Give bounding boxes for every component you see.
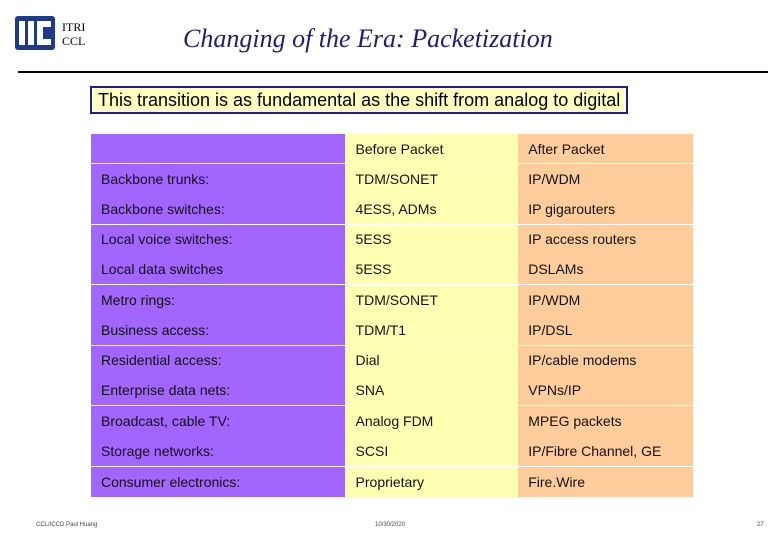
row-before: TDM/SONET: [344, 163, 519, 194]
row-label: Broadcast, cable TV:: [90, 405, 346, 436]
row-after: IP/cable modems: [517, 345, 694, 376]
row-before: 5ESS: [344, 224, 519, 255]
header-cell-after: After Packet: [517, 133, 694, 164]
table-row: Enterprise data nets: SNA VPNs/IP: [90, 375, 694, 407]
row-label: Storage networks:: [90, 435, 346, 467]
row-label: Backbone switches:: [90, 193, 346, 225]
table-row: Metro rings: TDM/SONET IP/WDM: [90, 284, 694, 315]
row-before: Dial: [344, 345, 519, 376]
row-after: IP/Fibre Channel, GE: [517, 435, 694, 467]
row-after: MPEG packets: [517, 405, 694, 436]
table-row: Local voice switches: 5ESS IP access rou…: [90, 224, 694, 255]
org-line-2: CCL: [62, 34, 86, 48]
row-label: Backbone trunks:: [90, 163, 346, 194]
header-cell-before: Before Packet: [344, 133, 519, 164]
itri-logo: [15, 16, 55, 50]
row-after: IP/DSL: [517, 314, 694, 346]
row-before: SCSI: [344, 435, 519, 467]
table-row: Backbone switches: 4ESS, ADMs IP gigarou…: [90, 193, 694, 225]
row-after: IP/WDM: [517, 284, 694, 315]
row-label: Metro rings:: [90, 284, 346, 315]
row-label: Enterprise data nets:: [90, 375, 346, 407]
comparison-table: Before Packet After Packet Backbone trun…: [90, 133, 694, 499]
table-row: Backbone trunks: TDM/SONET IP/WDM: [90, 163, 694, 194]
row-before: TDM/SONET: [344, 284, 519, 315]
footer-author: CCL/ICCD Paul Huang: [36, 522, 98, 528]
row-after: IP access routers: [517, 224, 694, 255]
row-after: VPNs/IP: [517, 375, 694, 407]
title-divider: [18, 71, 768, 73]
table-row: Consumer electronics: Proprietary Fire.W…: [90, 466, 694, 499]
table-row: Local data switches 5ESS DSLAMs: [90, 254, 694, 286]
row-before: 4ESS, ADMs: [344, 193, 519, 225]
footer-page-number: 27: [757, 522, 764, 528]
row-after: Fire.Wire: [517, 466, 694, 499]
row-after: DSLAMs: [517, 254, 694, 286]
row-before: Proprietary: [344, 466, 519, 499]
header-cell-label: [90, 133, 346, 164]
row-label: Local voice switches:: [90, 224, 346, 255]
table-row: Broadcast, cable TV: Analog FDM MPEG pac…: [90, 405, 694, 436]
row-after: IP/WDM: [517, 163, 694, 194]
table-row: Business access: TDM/T1 IP/DSL: [90, 314, 694, 346]
row-label: Consumer electronics:: [90, 466, 346, 499]
row-label: Residential access:: [90, 345, 346, 376]
table-header-row: Before Packet After Packet: [90, 133, 694, 164]
row-before: 5ESS: [344, 254, 519, 286]
footer-date: 10/30/2020: [375, 522, 406, 528]
row-label: Business access:: [90, 314, 346, 346]
row-after: IP gigarouters: [517, 193, 694, 225]
row-label: Local data switches: [90, 254, 346, 286]
table-row: Residential access: Dial IP/cable modems: [90, 345, 694, 376]
row-before: TDM/T1: [344, 314, 519, 346]
row-before: Analog FDM: [344, 405, 519, 436]
row-before: SNA: [344, 375, 519, 407]
slide-title: Changing of the Era: Packetization: [183, 24, 553, 53]
org-name: ITRI CCL: [62, 20, 85, 48]
table-row: Storage networks: SCSI IP/Fibre Channel,…: [90, 435, 694, 467]
subtitle-banner: This transition is as fundamental as the…: [90, 86, 629, 114]
org-line-1: ITRI: [62, 20, 86, 34]
